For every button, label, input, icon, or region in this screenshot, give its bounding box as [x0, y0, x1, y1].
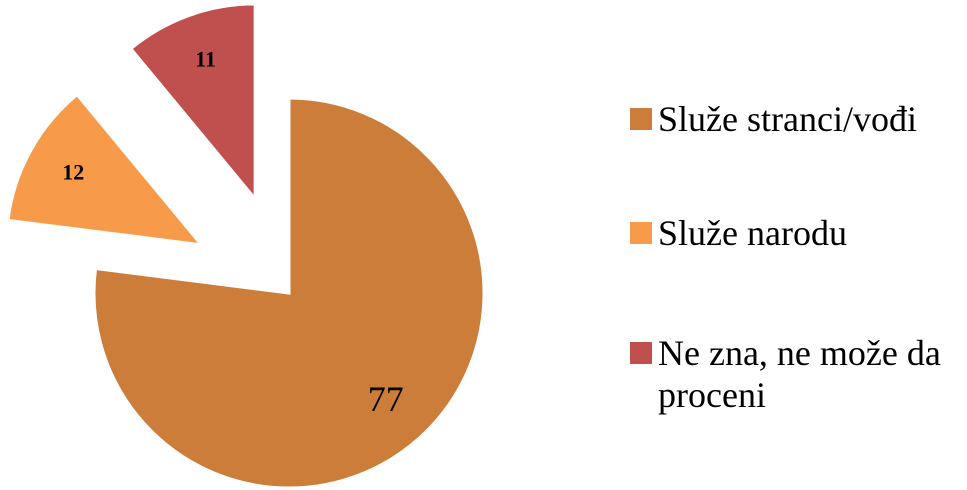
legend-swatch — [630, 108, 652, 130]
legend-label: Služe stranci/vođi — [658, 99, 917, 139]
data-label: 12 — [62, 159, 84, 184]
legend-item: Služe stranci/vođi — [630, 98, 965, 140]
legend-label: Ne zna, ne može da proceni — [658, 333, 941, 415]
legend-item: Ne zna, ne može da proceni — [630, 332, 965, 416]
data-label: 11 — [195, 46, 216, 71]
legend-swatch — [630, 342, 652, 364]
data-label: 77 — [368, 379, 404, 419]
pie-slice — [6, 92, 205, 247]
legend-item: Služe narodu — [630, 212, 965, 254]
pie-area: 77 12 11 — [6, 2, 486, 490]
legend-swatch — [630, 222, 652, 244]
pie-slice — [128, 2, 257, 204]
legend-label: Služe narodu — [658, 213, 847, 253]
pie-slice — [92, 96, 486, 490]
